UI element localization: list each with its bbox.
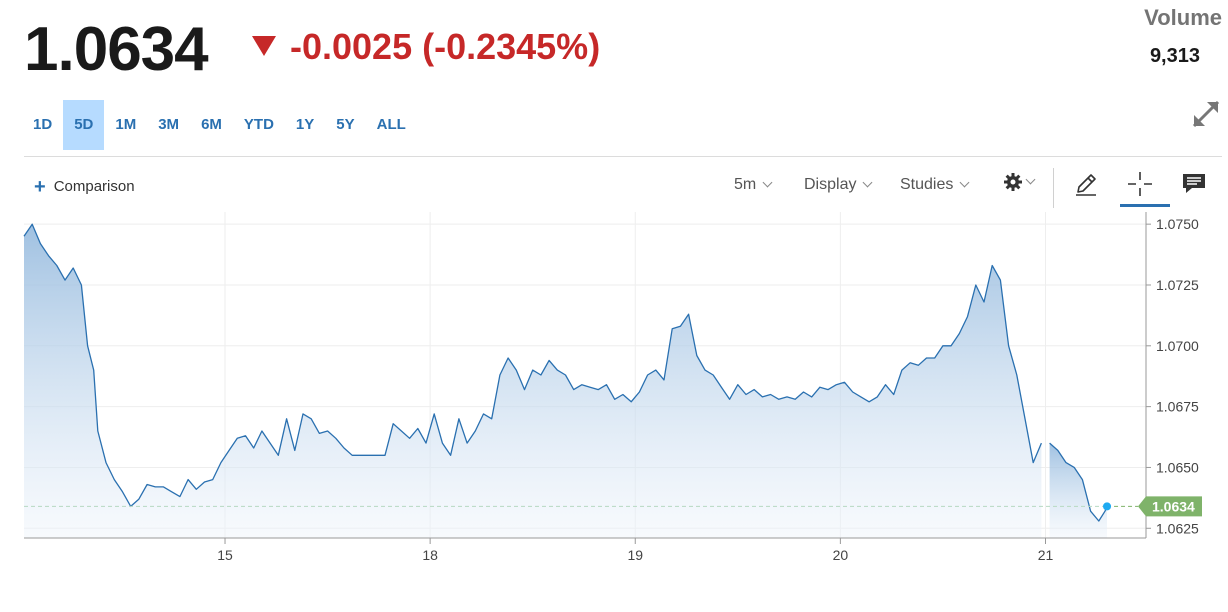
- comparison-label: Comparison: [53, 178, 135, 195]
- price-change: -0.0025 (-0.2345%): [290, 26, 601, 67]
- x-tick-label: 20: [833, 547, 849, 563]
- last-price-point: [1103, 502, 1112, 511]
- settings-menu[interactable]: [1003, 172, 1036, 192]
- x-tick-label: 19: [627, 547, 643, 563]
- range-selector: 1D 5D 1M 3M 6M YTD 1Y 5Y ALL: [22, 100, 417, 150]
- range-ytd-button[interactable]: YTD: [243, 116, 274, 133]
- last-price-badge: [1138, 496, 1202, 517]
- x-tick-label: 18: [422, 547, 438, 563]
- chart-markers: 1.0634: [24, 496, 1202, 517]
- area-fill-series-1: [1049, 443, 1107, 538]
- header-divider: [24, 156, 1222, 157]
- price-line-series-1: [1049, 442, 1108, 522]
- display-label: Display: [804, 176, 857, 193]
- last-price: 1.0634: [24, 15, 209, 84]
- y-tick-label: 1.0650: [1156, 459, 1199, 475]
- x-tick-label: 21: [1038, 547, 1054, 563]
- gear-icon: [1004, 173, 1022, 191]
- plus-icon: +: [34, 175, 46, 198]
- studies-label: Studies: [900, 176, 954, 193]
- range-6m-button[interactable]: 6M: [201, 116, 222, 133]
- area-fill-series-0: [24, 224, 1042, 538]
- volume-value: 9,313: [1149, 45, 1200, 67]
- comparison-button[interactable]: + Comparison: [34, 175, 135, 198]
- range-1d-button[interactable]: 1D: [33, 116, 53, 133]
- chevron-down-icon: [863, 177, 873, 188]
- x-tick-label: 15: [217, 547, 233, 563]
- last-price-badge-label: 1.0634: [1152, 498, 1195, 514]
- range-1y-button[interactable]: 1Y: [295, 116, 315, 133]
- price-chart[interactable]: 1.0750 1.0725 1.0700 1.0675 1.0650 1.0625 15 18…: [0, 210, 1228, 570]
- interval-label: 5m: [734, 176, 757, 193]
- studies-menu[interactable]: Studies: [900, 176, 970, 194]
- interval-select[interactable]: 5m: [734, 176, 773, 194]
- range-3m-button[interactable]: 3M: [158, 116, 180, 133]
- y-tick-label: 1.0700: [1156, 338, 1199, 354]
- expand-icon[interactable]: [1190, 98, 1222, 130]
- range-1m-button[interactable]: 1M: [115, 116, 137, 133]
- range-5y-button[interactable]: 5Y: [336, 116, 355, 133]
- display-menu[interactable]: Display: [804, 176, 873, 194]
- range-5d-button[interactable]: 5D: [63, 100, 105, 150]
- down-arrow-icon: [252, 36, 276, 56]
- y-tick-label: 1.0750: [1156, 216, 1199, 232]
- price-line-series-0: [23, 223, 1042, 508]
- crosshair-active-indicator: [1120, 204, 1170, 207]
- crosshair-icon[interactable]: [1126, 170, 1154, 198]
- comment-icon[interactable]: [1180, 170, 1208, 198]
- y-tick-label: 1.0725: [1156, 277, 1199, 293]
- pencil-icon[interactable]: [1072, 170, 1100, 198]
- chart-area: [24, 224, 1107, 538]
- chevron-down-icon: [959, 177, 970, 188]
- volume-label: Volume: [1144, 5, 1222, 30]
- chevron-down-icon: [762, 177, 773, 188]
- toolbar-divider: [1053, 168, 1054, 208]
- y-tick-label: 1.0675: [1156, 399, 1199, 415]
- chart-axes: 1.0750 1.0725 1.0700 1.0675 1.0650 1.0625 15 18…: [24, 212, 1199, 563]
- y-tick-label: 1.0625: [1156, 520, 1199, 536]
- chevron-down-icon: [1025, 174, 1036, 185]
- range-all-button[interactable]: ALL: [376, 116, 406, 133]
- chart-lines: [23, 223, 1108, 522]
